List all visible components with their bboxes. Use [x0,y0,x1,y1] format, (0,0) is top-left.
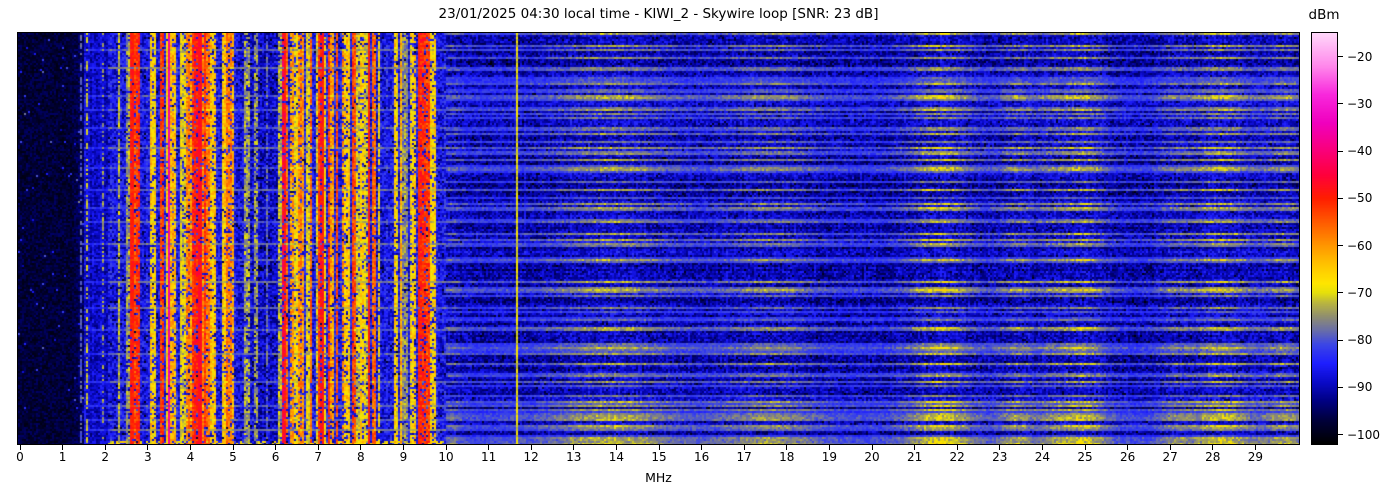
x-tick-mark [1084,445,1086,450]
x-tick-mark [828,445,830,450]
x-tick-mark [701,445,703,450]
colorbar-tick-mark [1338,339,1343,341]
x-tick-mark [956,445,958,450]
x-tick-label: 22 [949,450,965,464]
colorbar-tick-label: −90 [1347,380,1373,395]
x-tick-mark [1169,445,1171,450]
colorbar-gradient [1312,33,1337,444]
x-tick-label: 23 [992,450,1008,464]
colorbar-tick-mark [1338,386,1343,388]
x-tick-label: 5 [229,450,237,464]
x-tick-label: 2 [101,450,110,464]
x-tick-label: 4 [186,450,195,464]
x-tick-mark [317,445,319,450]
colorbar-tick-label: −30 [1347,96,1373,111]
x-tick-label: 9 [399,450,408,464]
x-tick-label: 12 [523,450,539,464]
x-axis-label: MHz [645,470,672,485]
colorbar-tick-mark [1338,245,1343,247]
x-tick-mark [402,445,404,450]
colorbar-unit-label: dBm [1308,7,1340,23]
x-tick-label: 6 [271,450,280,464]
colorbar-tick-mark [1338,292,1343,294]
x-tick-label: 14 [608,450,625,464]
x-tick-mark [786,445,788,450]
x-tick-mark [1212,445,1214,450]
x-tick-label: 28 [1205,450,1221,464]
x-tick-mark [232,445,234,450]
x-tick-mark [275,445,277,450]
x-tick-label: 10 [438,450,454,464]
x-tick-mark [530,445,532,450]
x-tick-label: 26 [1119,450,1136,464]
x-tick-mark [147,445,149,450]
x-tick-label: 17 [736,450,752,464]
x-tick-label: 1 [58,450,67,464]
x-tick-label: 29 [1247,450,1264,464]
x-tick-label: 21 [906,450,923,464]
colorbar [1311,32,1338,445]
x-tick-mark [999,445,1001,450]
x-tick-mark [189,445,191,450]
x-tick-mark [615,445,617,450]
colorbar-tick-mark [1338,103,1343,105]
x-tick-mark [914,445,916,450]
plot-area [17,32,1300,445]
x-tick-label: 13 [566,450,582,464]
colorbar-tick-mark [1338,56,1343,58]
x-tick-mark [360,445,362,450]
colorbar-tick-label: −50 [1347,191,1373,206]
colorbar-tick-mark [1338,197,1343,199]
x-tick-label: 16 [693,450,710,464]
x-tick-mark [104,445,106,450]
colorbar-tick-label: −100 [1347,427,1380,442]
colorbar-tick-label: −40 [1347,144,1373,159]
colorbar-tick-mark [1338,150,1343,152]
colorbar-tick-label: −70 [1347,285,1373,300]
x-tick-label: 8 [356,450,365,464]
waterfall-heatmap [18,33,1299,444]
x-tick-mark [19,445,21,450]
x-tick-mark [1254,445,1256,450]
x-tick-mark [445,445,447,450]
x-tick-mark [62,445,64,450]
x-tick-label: 25 [1077,450,1093,464]
x-tick-mark [1041,445,1043,450]
colorbar-tick-label: −80 [1347,333,1373,348]
x-tick-label: 3 [143,450,152,464]
x-tick-label: 19 [821,450,838,464]
x-tick-mark [573,445,575,450]
colorbar-tick-label: −60 [1347,238,1373,253]
x-tick-mark [488,445,490,450]
x-tick-mark [658,445,660,450]
x-tick-label: 18 [779,450,795,464]
x-tick-label: 24 [1034,450,1051,464]
x-tick-label: 15 [651,450,667,464]
x-tick-label: 27 [1162,450,1178,464]
x-tick-label: 7 [314,450,323,464]
chart-title: 23/01/2025 04:30 local time - KIWI_2 - S… [438,6,879,22]
x-tick-mark [743,445,745,450]
colorbar-tick-mark [1338,434,1343,436]
x-tick-label: 0 [16,450,24,464]
x-tick-label: 11 [480,450,497,464]
colorbar-tick-label: −20 [1347,49,1373,64]
x-tick-mark [1127,445,1129,450]
x-tick-mark [871,445,873,450]
x-tick-label: 20 [864,450,880,464]
